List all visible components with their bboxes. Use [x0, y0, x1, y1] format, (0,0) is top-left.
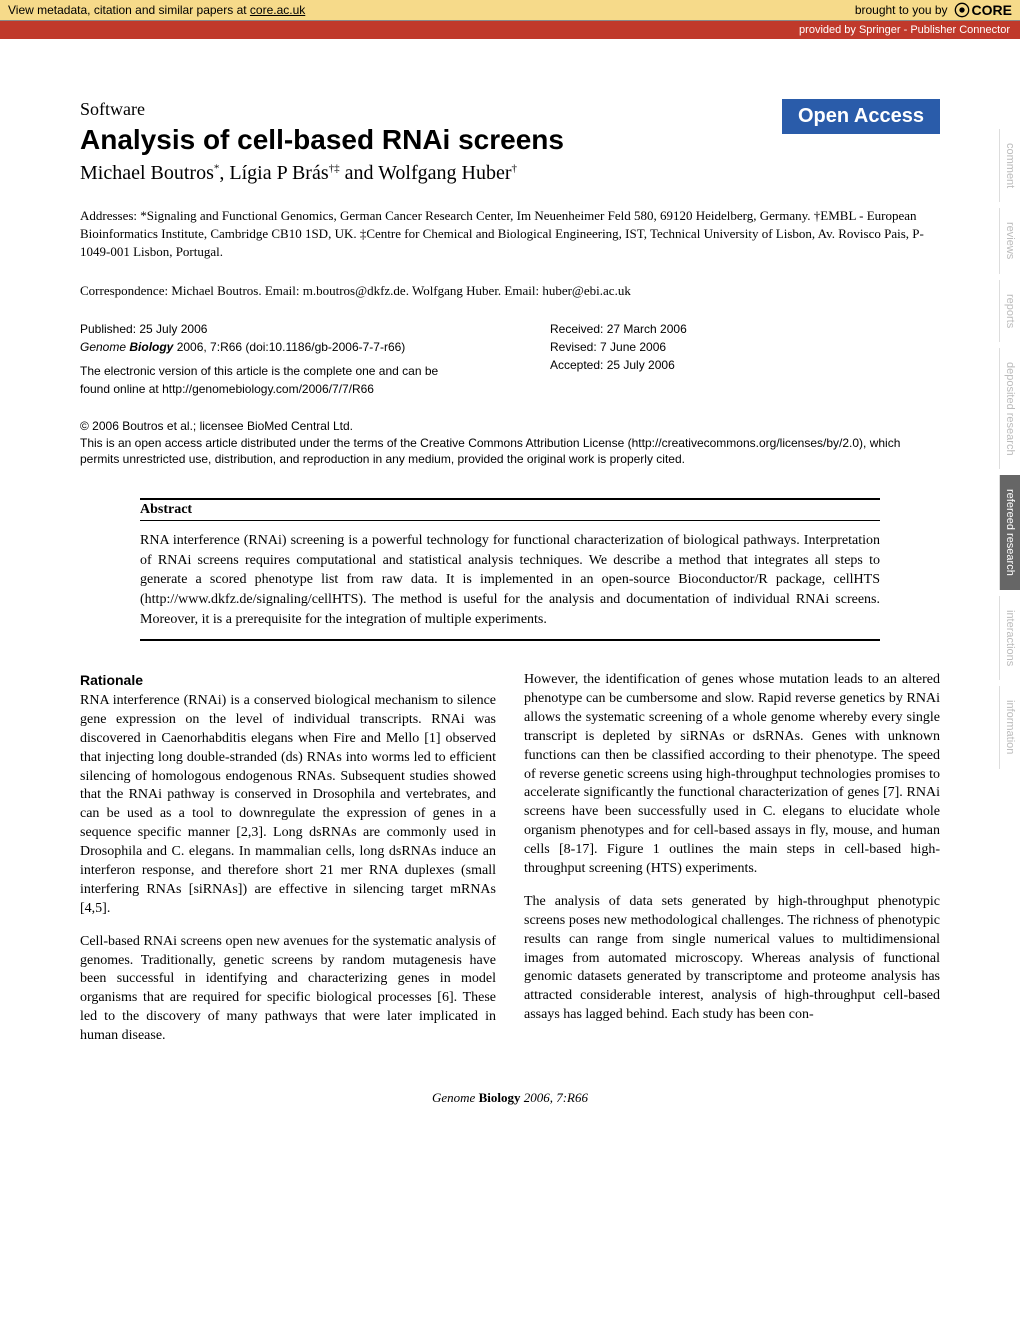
core-logo[interactable]: CORE [954, 2, 1012, 18]
column-right: However, the identification of genes who… [524, 671, 940, 1060]
authors: Michael Boutros*, Lígia P Brás†‡ and Wol… [80, 162, 940, 185]
accepted-date: Accepted: 25 July 2006 [550, 356, 940, 374]
col1-p2: Cell-based RNAi screens open new avenues… [80, 933, 496, 1046]
pub-left: Published: 25 July 2006 Genome Biology 2… [80, 320, 470, 398]
pub-right: Received: 27 March 2006 Revised: 7 June … [470, 320, 940, 398]
footer-bold: Biology [479, 1090, 521, 1105]
publication-block: Published: 25 July 2006 Genome Biology 2… [80, 320, 940, 398]
side-tab-refereed-research[interactable]: refereed research [999, 475, 1020, 590]
abstract-block: Abstract RNA interference (RNAi) screeni… [140, 498, 880, 641]
electronic-version-note: The electronic version of this article i… [80, 362, 470, 398]
metadata-text: View metadata, citation and similar pape… [8, 3, 250, 17]
footer-rest: 2006, 7:R66 [520, 1090, 588, 1105]
license-block: © 2006 Boutros et al.; licensee BioMed C… [80, 418, 940, 468]
received-date: Received: 27 March 2006 [550, 320, 940, 338]
side-tab-information[interactable]: information [999, 686, 1020, 768]
provided-by-text: provided by Springer - Publisher Connect… [799, 24, 1010, 36]
provided-banner: provided by Springer - Publisher Connect… [0, 21, 1020, 39]
body-columns: Rationale RNA interference (RNAi) is a c… [80, 671, 940, 1060]
core-label: CORE [972, 2, 1012, 18]
col2-p1: However, the identification of genes who… [524, 671, 940, 879]
side-tab-deposited-research[interactable]: deposited research [999, 348, 1020, 470]
open-access-badge: Open Access [782, 99, 940, 134]
core-icon [954, 2, 970, 18]
license-line-2: This is an open access article distribut… [80, 435, 940, 469]
correspondence: Correspondence: Michael Boutros. Email: … [80, 282, 940, 300]
column-left: Rationale RNA interference (RNAi) is a c… [80, 671, 496, 1060]
side-tab-reports[interactable]: reports [999, 280, 1020, 342]
side-tab-interactions[interactable]: interactions [999, 596, 1020, 680]
banner-left: View metadata, citation and similar pape… [8, 3, 305, 17]
addresses: Addresses: *Signaling and Functional Gen… [80, 207, 940, 262]
banner-right: brought to you by CORE [855, 2, 1012, 18]
core-link[interactable]: core.ac.uk [250, 3, 305, 17]
side-tab-comment[interactable]: comment [999, 129, 1020, 202]
col2-p2: The analysis of data sets generated by h… [524, 893, 940, 1025]
abstract-text: RNA interference (RNAi) screening is a p… [140, 531, 880, 641]
license-line-1: © 2006 Boutros et al.; licensee BioMed C… [80, 418, 940, 435]
footer-prefix: Genome [432, 1090, 479, 1105]
side-tabs: comment reviews reports deposited research r… [999, 129, 1020, 769]
page-content: Open Access Software Analysis of cell-ba… [0, 39, 1020, 1126]
citation-bold: Biology [129, 340, 173, 354]
citation-rest: 2006, 7:R66 (doi:10.1186/gb-2006-7-7-r66… [173, 340, 405, 354]
side-tab-reviews[interactable]: reviews [999, 208, 1020, 273]
abstract-heading: Abstract [140, 498, 880, 521]
core-banner: View metadata, citation and similar pape… [0, 0, 1020, 21]
brought-by-text: brought to you by [855, 3, 948, 17]
revised-date: Revised: 7 June 2006 [550, 338, 940, 356]
col1-p1: RNA interference (RNAi) is a conserved b… [80, 692, 496, 919]
published-date: Published: 25 July 2006 [80, 320, 470, 338]
page-footer: Genome Biology 2006, 7:R66 [80, 1090, 940, 1106]
citation-prefix: Genome [80, 340, 129, 354]
rationale-heading: Rationale [80, 671, 496, 690]
citation: Genome Biology 2006, 7:R66 (doi:10.1186/… [80, 338, 470, 356]
